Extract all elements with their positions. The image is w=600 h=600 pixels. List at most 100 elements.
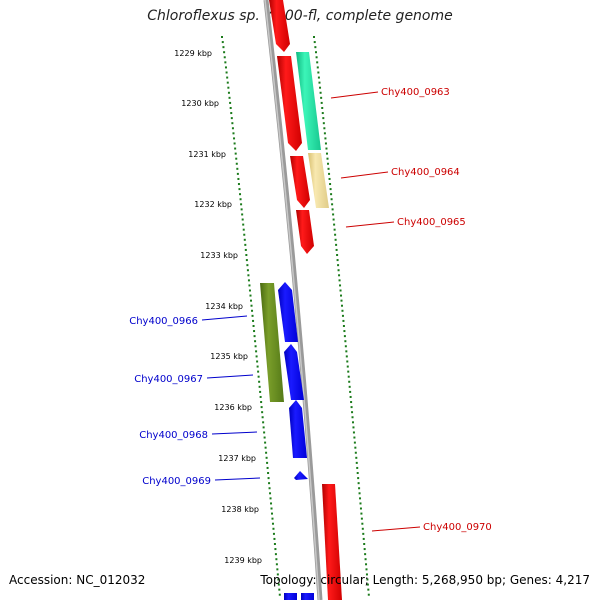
gene-block[interactable]: [301, 593, 314, 600]
minor-tick: [339, 289, 342, 292]
minor-tick: [221, 41, 224, 44]
minor-tick: [361, 522, 364, 525]
gene-label[interactable]: Chy400_0965: [397, 217, 466, 228]
gene-arrow[interactable]: [290, 156, 310, 208]
minor-tick: [250, 304, 253, 307]
minor-tick: [362, 537, 365, 540]
minor-tick: [248, 284, 251, 287]
minor-tick: [346, 365, 349, 368]
minor-tick: [274, 548, 277, 551]
gene-leader-line: [371, 526, 421, 532]
minor-tick: [238, 188, 241, 191]
minor-tick: [253, 335, 256, 338]
minor-tick: [313, 36, 315, 38]
minor-tick: [337, 264, 340, 267]
minor-tick: [242, 223, 245, 226]
minor-tick: [247, 274, 250, 277]
minor-tick: [327, 162, 330, 165]
minor-tick: [278, 593, 281, 596]
minor-tick: [276, 573, 279, 576]
gene-arrow[interactable]: [296, 210, 314, 254]
minor-tick: [235, 157, 238, 160]
minor-tick: [251, 314, 254, 317]
minor-tick: [337, 269, 340, 272]
minor-tick: [325, 152, 328, 155]
minor-tick: [263, 436, 266, 439]
minor-tick: [314, 46, 317, 49]
minor-tick: [275, 558, 278, 561]
minor-tick: [257, 375, 260, 378]
minor-tick: [243, 238, 246, 241]
minor-tick: [343, 330, 346, 333]
minor-tick: [315, 56, 318, 59]
minor-tick: [354, 446, 357, 449]
minor-tick: [351, 421, 354, 424]
minor-tick: [367, 593, 370, 596]
minor-tick: [345, 350, 348, 353]
minor-tick: [234, 152, 237, 155]
gene-block[interactable]: [284, 593, 297, 600]
gene-arrow[interactable]: [322, 484, 342, 600]
kbp-label: 1230 kbp: [181, 99, 219, 108]
minor-tick: [251, 309, 254, 312]
minor-tick: [359, 507, 362, 510]
minor-tick: [340, 294, 343, 297]
gene-arrow[interactable]: [284, 344, 304, 400]
minor-tick: [278, 588, 281, 591]
gene-label[interactable]: Chy400_0966: [129, 316, 198, 327]
minor-tick: [261, 416, 264, 419]
minor-tick: [265, 451, 268, 454]
minor-tick: [314, 51, 317, 54]
gene-label[interactable]: Chy400_0968: [139, 430, 208, 441]
minor-tick: [259, 395, 262, 398]
minor-tick: [330, 198, 333, 201]
minor-tick: [255, 355, 258, 358]
minor-tick: [344, 345, 347, 348]
gene-arrow[interactable]: [269, 0, 290, 52]
minor-tick: [324, 142, 327, 145]
kbp-label: 1239 kbp: [224, 556, 262, 565]
gene-block[interactable]: [260, 283, 284, 402]
genome-title: Chloroflexus sp. Y-400-fl, complete geno…: [147, 8, 453, 24]
minor-tick: [346, 360, 349, 363]
minor-tick: [228, 96, 231, 99]
minor-tick: [272, 532, 275, 535]
reverse-strand-genes: [260, 282, 314, 600]
minor-tick: [224, 61, 227, 64]
minor-tick: [246, 264, 249, 267]
minor-tick: [343, 335, 346, 338]
minor-tick: [340, 299, 343, 302]
gene-arrow[interactable]: [278, 282, 298, 342]
minor-tick: [357, 482, 360, 485]
minor-tick: [232, 132, 235, 135]
minor-tick: [342, 324, 345, 327]
minor-tick: [336, 259, 339, 262]
minor-tick: [245, 254, 248, 257]
minor-tick: [248, 289, 251, 292]
gene-block[interactable]: [308, 153, 329, 208]
gene-label[interactable]: Chy400_0964: [391, 167, 460, 178]
minor-tick: [350, 406, 353, 409]
minor-tick: [229, 106, 232, 109]
gene-label[interactable]: Chy400_0963: [381, 87, 450, 98]
minor-tick: [239, 198, 242, 201]
gene-arrow[interactable]: [289, 400, 307, 458]
minor-tick: [364, 553, 367, 556]
minor-tick: [366, 583, 369, 586]
minor-tick: [323, 127, 326, 130]
minor-tick: [348, 380, 351, 383]
gene-arrow[interactable]: [294, 471, 308, 480]
kbp-label: 1237 kbp: [218, 454, 256, 463]
gene-label[interactable]: Chy400_0970: [423, 522, 492, 533]
gene-block[interactable]: [296, 52, 321, 150]
minor-tick: [329, 188, 332, 191]
minor-tick: [236, 167, 239, 170]
minor-tick: [338, 279, 341, 282]
forward-strand-genes: [269, 0, 342, 600]
gene-label[interactable]: Chy400_0967: [134, 374, 203, 385]
gene-leader-line: [340, 171, 389, 179]
gene-label[interactable]: Chy400_0969: [142, 476, 211, 487]
gene-arrow[interactable]: [277, 56, 302, 151]
minor-tick: [222, 46, 225, 49]
minor-tick: [367, 588, 370, 591]
